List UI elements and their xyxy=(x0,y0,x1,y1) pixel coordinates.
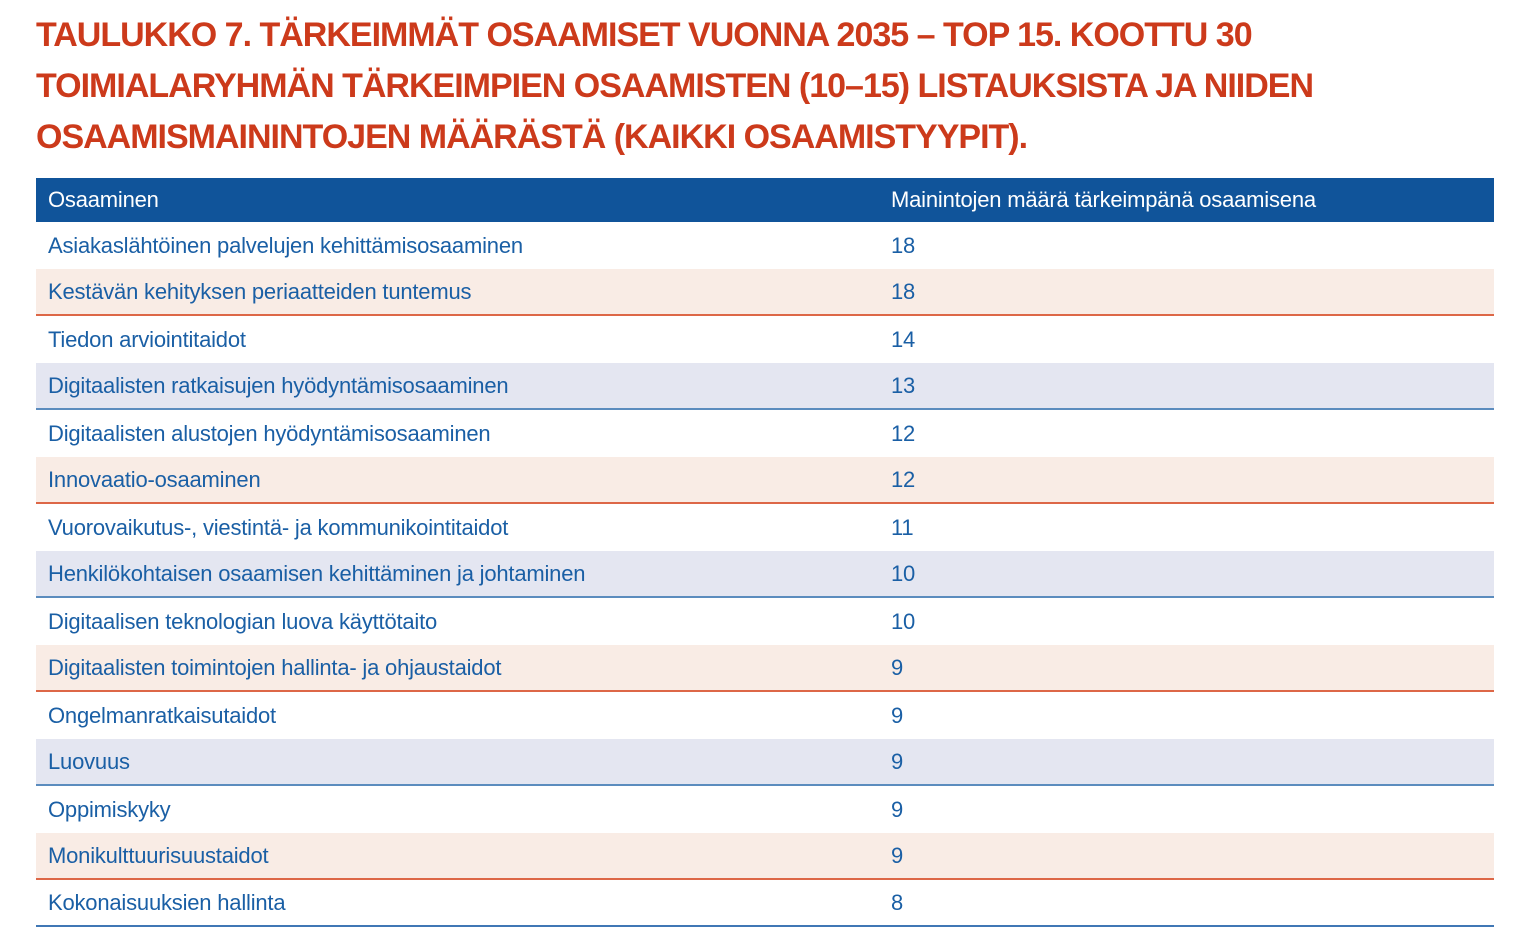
table-row: Oppimiskyky 9 xyxy=(36,786,1494,833)
count-cell: 9 xyxy=(891,796,904,822)
table-row: Tiedon arviointitaidot 14 xyxy=(36,316,1494,363)
skill-cell: Digitaalisten ratkaisujen hyödyntämisosa… xyxy=(48,372,509,398)
count-cell: 9 xyxy=(891,842,904,868)
count-cell: 10 xyxy=(891,608,916,634)
count-cell: 12 xyxy=(891,466,916,492)
table-row: Henkilökohtaisen osaamisen kehittäminen … xyxy=(36,551,1494,598)
table-row: Digitaalisten toimintojen hallinta- ja o… xyxy=(36,645,1494,692)
skill-cell: Kestävän kehityksen periaatteiden tuntem… xyxy=(48,278,472,304)
table-caption-line-1: TAULUKKO 7. TÄRKEIMMÄT OSAAMISET VUONNA … xyxy=(36,16,1253,54)
skill-cell: Luovuus xyxy=(48,748,130,774)
count-cell: 9 xyxy=(891,748,904,774)
table-row: Luovuus 9 xyxy=(36,739,1494,786)
count-cell: 11 xyxy=(891,514,914,540)
skill-cell: Tiedon arviointitaidot xyxy=(48,326,246,352)
count-cell: 9 xyxy=(891,702,904,728)
skill-cell: Asiakaslähtöinen palvelujen kehittämisos… xyxy=(48,232,523,258)
skill-cell: Innovaatio-osaaminen xyxy=(48,466,261,492)
table-caption: TAULUKKO 7. TÄRKEIMMÄT OSAAMISET VUONNA … xyxy=(36,10,1314,163)
skills-table: Osaaminen Mainintojen määrä tärkeimpänä … xyxy=(36,178,1494,927)
skill-cell: Ongelmanratkaisutaidot xyxy=(48,702,276,728)
table-caption-line-3: OSAAMISMAININTOJEN MÄÄRÄSTÄ (KAIKKI OSAA… xyxy=(36,118,1028,156)
count-cell: 13 xyxy=(891,372,916,398)
column-header-count: Mainintojen määrä tärkeimpänä osaamisena xyxy=(891,187,1316,212)
table-row: Ongelmanratkaisutaidot 9 xyxy=(36,692,1494,739)
skill-cell: Henkilökohtaisen osaamisen kehittäminen … xyxy=(48,560,586,586)
skill-cell: Digitaalisen teknologian luova käyttötai… xyxy=(48,608,438,634)
count-cell: 18 xyxy=(891,278,916,304)
skill-cell: Digitaalisten alustojen hyödyntämisosaam… xyxy=(48,420,491,446)
table-row: Digitaalisten alustojen hyödyntämisosaam… xyxy=(36,410,1494,457)
table-caption-line-2: TOIMIALARYHMÄN TÄRKEIMPIEN OSAAMISTEN (1… xyxy=(36,67,1314,105)
table-header-row: Osaaminen Mainintojen määrä tärkeimpänä … xyxy=(36,178,1494,222)
count-cell: 9 xyxy=(891,654,904,680)
count-cell: 18 xyxy=(891,232,916,258)
table-row: Kokonaisuuksien hallinta 8 xyxy=(36,880,1494,927)
table-row: Asiakaslähtöinen palvelujen kehittämisos… xyxy=(36,222,1494,269)
count-cell: 10 xyxy=(891,560,916,586)
count-cell: 12 xyxy=(891,420,916,446)
table-row: Digitaalisen teknologian luova käyttötai… xyxy=(36,598,1494,645)
table-row: Kestävän kehityksen periaatteiden tuntem… xyxy=(36,269,1494,316)
skill-cell: Digitaalisten toimintojen hallinta- ja o… xyxy=(48,654,502,680)
count-cell: 8 xyxy=(891,889,904,915)
table-row: Vuorovaikutus-, viestintä- ja kommunikoi… xyxy=(36,504,1494,551)
table-row: Monikulttuurisuustaidot 9 xyxy=(36,833,1494,880)
count-cell: 14 xyxy=(891,326,916,352)
table-row: Innovaatio-osaaminen 12 xyxy=(36,457,1494,504)
skill-cell: Vuorovaikutus-, viestintä- ja kommunikoi… xyxy=(48,514,509,540)
table-row: Digitaalisten ratkaisujen hyödyntämisosa… xyxy=(36,363,1494,410)
skill-cell: Oppimiskyky xyxy=(48,796,171,822)
column-header-skill: Osaaminen xyxy=(48,187,159,212)
skill-cell: Kokonaisuuksien hallinta xyxy=(48,889,286,915)
skill-cell: Monikulttuurisuustaidot xyxy=(48,842,269,868)
